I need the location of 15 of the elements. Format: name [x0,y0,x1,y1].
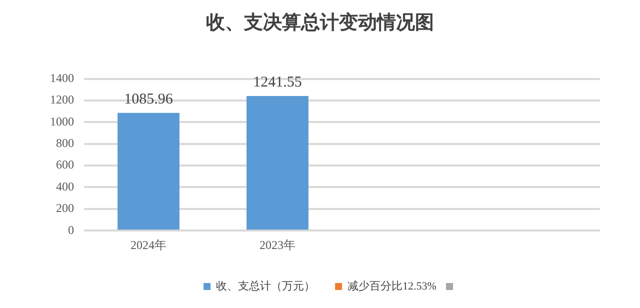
y-tick-label: 1400 [50,70,74,85]
y-tick-label: 1000 [50,114,74,128]
y-tick-label: 400 [56,179,74,194]
data-label: 1085.96 [124,91,174,108]
chart-title: 收、支决算总计变动情况图 [206,11,434,34]
x-tick-label: 2023年 [260,238,296,252]
legend-label: 收、支总计（万元） [216,279,316,292]
x-tick-label: 2024年 [130,238,166,252]
data-label: 1241.55 [253,74,302,90]
y-tick-label: 1200 [50,92,74,107]
legend-label: 减少百分比12.53% [348,279,436,292]
y-tick-label: 0 [68,222,74,237]
y-tick-label: 800 [56,136,74,150]
y-tick-label: 600 [56,158,74,172]
y-tick-label: 200 [56,201,74,216]
